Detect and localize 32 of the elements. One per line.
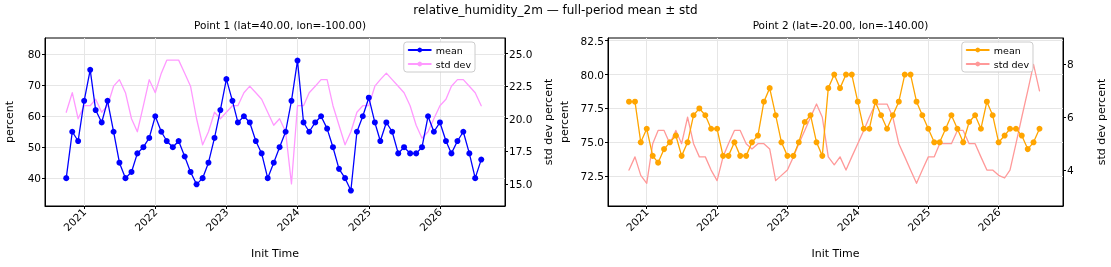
legend-label: std dev bbox=[435, 58, 472, 70]
line-series bbox=[628, 63, 1041, 184]
y-axis-title: percent bbox=[3, 100, 16, 144]
legend-label: std dev bbox=[993, 58, 1030, 70]
y-tick-label: 77.5 bbox=[580, 102, 604, 115]
y2-tick-label: 17.5 bbox=[509, 145, 533, 158]
x-axis-title: Init Time bbox=[811, 247, 860, 260]
y2-tick-label: 22.5 bbox=[509, 80, 533, 93]
y2-tick-label: 4 bbox=[1067, 164, 1074, 177]
y2-tick-label: 20.0 bbox=[509, 112, 533, 125]
y-tick-label: 75.0 bbox=[580, 136, 604, 149]
legend-label: mean bbox=[993, 44, 1021, 56]
y-tick-label: 72.5 bbox=[580, 170, 604, 183]
y2-axis-title: std dev percent bbox=[1095, 78, 1108, 166]
y-tick-label: 82.5 bbox=[580, 34, 604, 47]
text: relative_humidity_2m — full-period mean ± std bbox=[412, 3, 699, 17]
y2-tick-label: 8 bbox=[1067, 58, 1074, 71]
y2-tick-label: 25.0 bbox=[509, 47, 533, 60]
y2-axis-title: std dev percent bbox=[542, 78, 556, 166]
x-axis-title: Init Time bbox=[250, 247, 300, 260]
y-tick-label: 40 bbox=[27, 172, 41, 185]
legend-label: mean bbox=[435, 44, 463, 56]
chart-subtitle: Point 2 (lat=-20.00, lon=-140.00) bbox=[752, 18, 929, 31]
y-tick-label: 70 bbox=[27, 79, 41, 92]
y-tick-label: 80 bbox=[27, 48, 41, 61]
y-tick-label: 80.0 bbox=[580, 68, 604, 81]
y-tick-label: 50 bbox=[27, 141, 41, 154]
y2-tick-label: 15.0 bbox=[509, 177, 533, 190]
y-tick-label: 60 bbox=[27, 110, 41, 123]
chart-subtitle: Point 1 (lat=40.00, lon=-100.00) bbox=[194, 18, 366, 31]
y-axis-title: percent bbox=[557, 100, 571, 144]
y2-tick-label: 6 bbox=[1067, 111, 1074, 124]
